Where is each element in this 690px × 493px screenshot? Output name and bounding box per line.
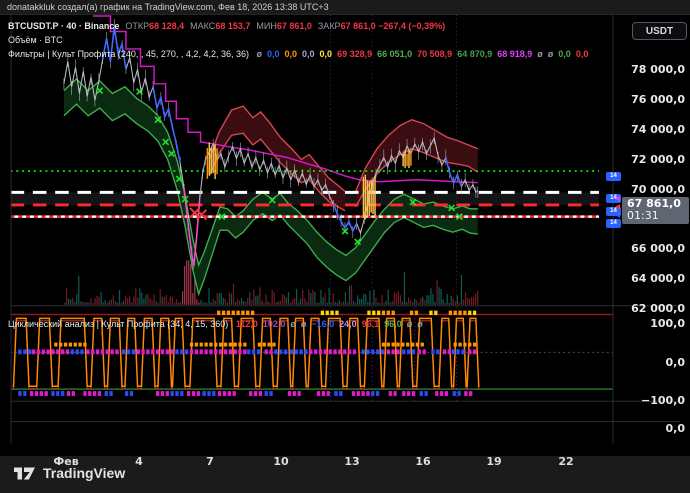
axis-order-mark (615, 212, 620, 218)
mini-pane-axis-label: 0,0 (665, 422, 686, 435)
indicator-value: 66 051,0 (377, 49, 413, 59)
line-end-tag: 14 (606, 206, 621, 216)
tradingview-logo[interactable]: TradingView (14, 465, 125, 481)
volume-legend-row[interactable]: Объём · BTC (8, 35, 63, 45)
pane-separator-handle[interactable] (0, 314, 621, 317)
indicator-value: 0,0 (302, 49, 315, 59)
time-axis-label: 19 (486, 455, 502, 468)
volume-label: Объём · BTC (8, 35, 63, 45)
indicator-value: ø (256, 49, 263, 59)
current-price: 67 861,0 (627, 197, 681, 210)
filters-values: ø 0,0 0,0 0,0 0,0 69 328,9 66 051,0 70 508,9 64 … (252, 49, 589, 59)
indicator-value: 70 508,9 (417, 49, 453, 59)
bottom-bar: TradingView (0, 456, 690, 493)
line-end-tag: 14 (606, 218, 621, 228)
time-axis-label: 13 (344, 455, 360, 468)
indicator-value: 0,0 (558, 49, 571, 59)
price-axis-label: 64 000,0 (631, 272, 685, 285)
axis-order-mark (615, 196, 620, 202)
price-axis-label: 74 000,0 (631, 123, 685, 136)
pane-separator-handle-2[interactable] (0, 412, 621, 415)
symbol-title: BTCUSDT.P · 40 · Binance (8, 21, 120, 31)
filters-legend-row[interactable]: Фильтры | Культ Профита (240, , 45, 270,… (8, 49, 588, 59)
oscillator-legend-row[interactable]: Циклический анализ | Культ Профита (34, … (8, 319, 423, 329)
indicator-value: 96,0 (384, 319, 402, 329)
ohlc-value: 67 861,0 (276, 21, 312, 31)
ohlc-label: МАКС (190, 21, 216, 31)
oscillator-axis-label: −100,0 (640, 394, 685, 407)
ohlc-values: ОТКР68 128,4 МАКС68 153,7 МИН67 861,0 ЗАКР6… (119, 21, 375, 31)
indicator-value: 112,0 (235, 319, 258, 329)
ohlc-value: 68 153,7 (215, 21, 251, 31)
chart-canvas (10, 15, 680, 444)
line-end-tag: 14 (606, 171, 621, 181)
ohlc-label: ОТКР (125, 21, 150, 31)
time-axis-label: 10 (273, 455, 289, 468)
ohlc-value: 68 128,4 (149, 21, 185, 31)
indicator-value: ø (417, 319, 423, 329)
indicator-value: 0,0 (284, 49, 298, 59)
current-price-label: 67 861,0 01:31 (622, 197, 689, 224)
time-axis-label: Фев (53, 455, 79, 468)
change-value: −267,4 (−0,39%) (378, 21, 446, 31)
filters-label: Фильтры | Культ Профита (240, , 45, 270,… (8, 49, 249, 59)
indicator-value: 0,0 (319, 49, 333, 59)
time-axis-label: 16 (415, 455, 431, 468)
indicator-value: ø (290, 319, 296, 329)
indicator-value: ø (547, 49, 554, 59)
indicator-value: −16,0 (311, 319, 335, 329)
price-axis-label: 62 000,0 (631, 302, 685, 315)
oscillator-label: Циклический анализ | Культ Профита (34, … (8, 319, 229, 329)
attribution-bar: donatakkluk создал(а) график на TradingV… (0, 0, 690, 14)
time-axis-label: 22 (558, 455, 574, 468)
tradingview-logo-icon (14, 467, 35, 479)
oscillator-axis-label: 0,0 (665, 356, 686, 369)
bar-countdown: 01:31 (627, 209, 659, 222)
tradingview-logo-text: TradingView (43, 465, 126, 481)
axis-order-mark (615, 204, 620, 210)
time-axis-label: 4 (135, 455, 143, 468)
indicator-value: 0,0 (575, 49, 589, 59)
indicator-value: ø (406, 319, 413, 329)
ohlc-label: ЗАКР (317, 21, 341, 31)
currency-toggle-button[interactable]: USDT (632, 22, 687, 40)
indicator-value: 24,0 (339, 319, 357, 329)
line-end-tag: 14 (606, 193, 621, 203)
ohlc-label: МИН (256, 21, 277, 31)
ohlc-value: 67 861,0 (340, 21, 376, 31)
indicator-value: 68 918,9 (497, 49, 533, 59)
chart-widget[interactable]: BTCUSDT.P · 40 · Binance ОТКР68 128,4 МАКС… (0, 14, 690, 468)
indicator-value: ø (300, 319, 307, 329)
indicator-value: ø (537, 49, 543, 59)
price-axis-label: 76 000,0 (631, 93, 685, 106)
oscillator-values: 112,0 102,0 ø ø −16,0 24,0 96,1 96,0 ø ø (231, 319, 423, 329)
price-axis-label: 78 000,0 (631, 63, 685, 76)
indicator-value: 64 870,9 (457, 49, 493, 59)
time-axis-label: 7 (206, 455, 214, 468)
price-axis-label: 70 000,0 (631, 183, 685, 196)
indicator-value: 69 328,9 (337, 49, 373, 59)
indicator-value: 0,0 (267, 49, 280, 59)
oscillator-axis-label: 100,0 (650, 317, 685, 330)
price-axis-label: 66 000,0 (631, 242, 685, 255)
price-axis-label: 72 000,0 (631, 153, 685, 166)
symbol-legend-row[interactable]: BTCUSDT.P · 40 · Binance ОТКР68 128,4 МАКС… (8, 21, 445, 31)
indicator-value: 102,0 (262, 319, 286, 329)
indicator-value: 96,1 (361, 319, 380, 329)
